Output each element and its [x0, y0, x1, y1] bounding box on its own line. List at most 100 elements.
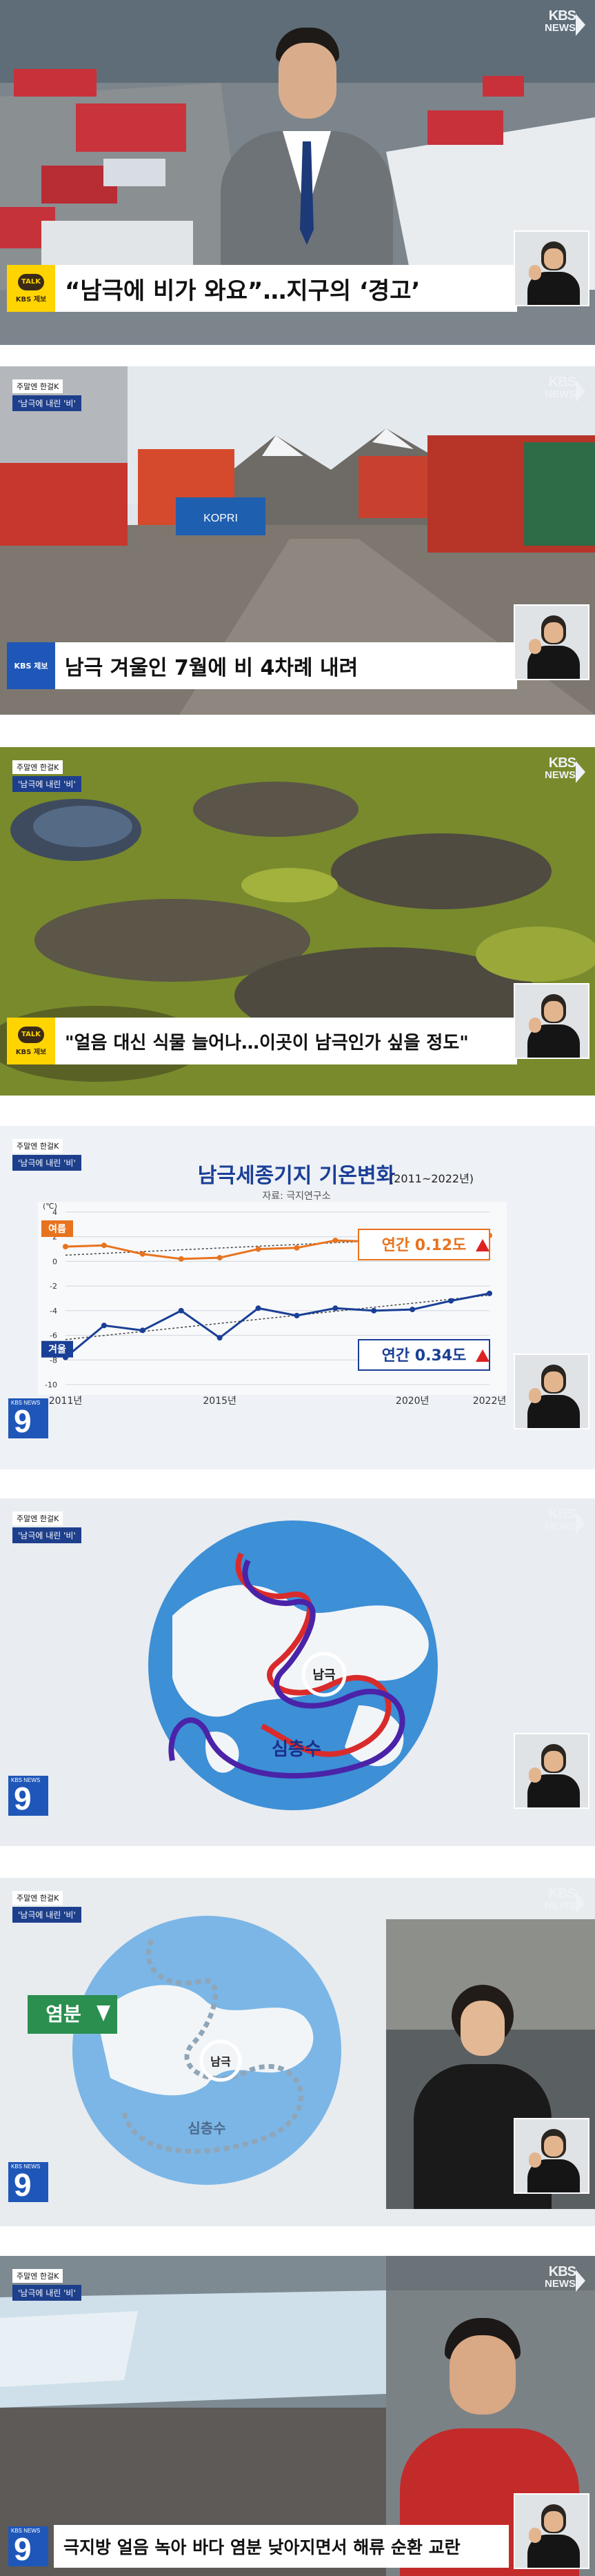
globe-current-diagram: 남극 심층수 — [148, 1520, 438, 1810]
segment-tag: 주말엔 한걸K '남극에 내린 '비' — [12, 379, 81, 411]
data-point — [101, 1322, 107, 1329]
y-tick-label: 2 — [52, 1233, 57, 1242]
chart-source: 자료: 극지연구소 — [262, 1191, 330, 1202]
kbs-news-logo: KBS NEWS — [545, 1886, 585, 1916]
segment-tag: 주말엔 한걸K '남극에 내린 '비' — [12, 1511, 81, 1543]
talk-icon: TALK — [18, 273, 44, 290]
x-tick-label: 2011년 — [49, 1396, 83, 1407]
data-point — [410, 1307, 416, 1313]
trend-annotation-box — [358, 1229, 490, 1260]
sign-language-interpreter — [514, 2118, 589, 2194]
kbs-news-logo: KBS NEWS — [545, 8, 585, 39]
series-label-box — [41, 1220, 73, 1237]
segment-tag: 주말엔 한걸K '남극에 내린 '비' — [12, 1138, 81, 1171]
frame-moss: 주말엔 한걸K '남극에 내린 '비' KBS NEWS TALK KBS 제보 "… — [0, 747, 595, 1096]
kbs-news-logo: KBS NEWS — [545, 1134, 585, 1165]
headline-caption: KBS 제보 남극 겨울인 7월에 비 4차례 내려 — [7, 642, 517, 689]
data-point — [101, 1242, 107, 1249]
headline-caption: TALK KBS 제보 “남극에 비가 와요”…지구의 ‘경고’ — [7, 265, 517, 312]
headline-caption: TALK KBS 제보 "얼음 대신 식물 늘어나…이곳이 남극인가 싶을 정도… — [7, 1018, 517, 1064]
trend-line — [65, 1294, 490, 1340]
data-point — [294, 1313, 300, 1318]
y-tick-label: -10 — [45, 1380, 57, 1389]
kbs-report-badge: KBS 제보 — [7, 642, 55, 689]
trend-annotation-box — [358, 1339, 490, 1371]
y-tick-label: -2 — [50, 1282, 57, 1291]
x-tick-label: 2022년 — [473, 1396, 507, 1407]
data-point — [139, 1251, 145, 1257]
data-point — [448, 1298, 454, 1304]
kopri-label: KOPRI — [203, 513, 238, 524]
chart-title: 남극세종기지 기온변화 — [198, 1164, 396, 1188]
segment-tag: 주말엔 한걸K '남극에 내린 '비' — [12, 760, 81, 792]
frame-ocean-current-globe: 주말엔 한걸K '남극에 내린 '비' KBS NEWS 남극 심층수 KBS NE… — [0, 1498, 595, 1846]
deep-water-label: 심층수 — [272, 1739, 321, 1760]
sign-language-interpreter — [514, 983, 589, 1059]
y-tick-label: 4 — [52, 1208, 57, 1217]
kbs-news-logo: KBS NEWS — [545, 375, 585, 405]
deep-water-label: 심층수 — [188, 2120, 225, 2137]
data-point — [332, 1238, 339, 1244]
frame-station: KOPRI 주말엔 한걸K '남극에 내린 '비' KBS NEWS KBS 제보 … — [0, 366, 595, 715]
temperature-line-chart: 남극세종기지 기온변화(2011~2022년) 자료: 극지연구소 (℃)4 2 0 -2… — [38, 1164, 507, 1407]
kbs-news-logo: KBS NEWS — [545, 2264, 585, 2295]
frame-salinity-split: 주말엔 한걸K '남극에 내린 '비' KBS NEWS 남극 심층수 염분 KBS… — [0, 1878, 595, 2226]
series-line-winter — [65, 1292, 490, 1358]
sign-language-interpreter — [514, 604, 589, 680]
trend-annotation: 연간 0.12도 — [382, 1237, 467, 1254]
y-axis-unit: (℃) — [43, 1202, 57, 1211]
data-point — [178, 1307, 184, 1314]
kakao-report-badge: TALK KBS 제보 — [7, 1018, 55, 1064]
up-arrow-icon — [476, 1239, 490, 1251]
anchor — [200, 28, 407, 310]
surface-current-line — [235, 1552, 392, 1757]
data-point — [332, 1305, 339, 1311]
headline-caption: 극지방 얼음 녹아 바다 염분 낮아지면서 해류 순환 교란 — [54, 2525, 509, 2568]
sign-language-interpreter — [514, 2493, 589, 2569]
frame-anchor: KBS NEWS TALK KBS 제보 “남극에 비가 와요”…지구의 ‘경고’ — [0, 0, 595, 345]
data-point — [216, 1335, 223, 1341]
frame-temperature-chart: 주말엔 한걸K '남극에 내린 '비' KBS NEWS 남극세종기지 기온변화 (2… — [0, 1126, 595, 1469]
kbs-news9-badge: KBS NEWS 9 — [8, 2526, 48, 2566]
kbs-news-logo: KBS NEWS — [545, 1507, 585, 1537]
talk-icon: TALK — [18, 1026, 44, 1043]
frame-glacier-interview: 주말엔 한걸K '남극에 내린 '비' KBS NEWS KBS NEWS 9 극지방… — [0, 2256, 595, 2576]
data-point — [294, 1245, 300, 1251]
down-arrow-icon — [97, 2005, 110, 2021]
antarctica-label: 남극 — [210, 2055, 231, 2068]
data-point — [139, 1327, 145, 1334]
data-point — [63, 1244, 68, 1249]
globe-salinity-diagram: 남극 심층수 염분 — [28, 1916, 341, 2185]
trend-annotation: 연간 0.34도 — [382, 1347, 467, 1365]
data-point — [371, 1307, 377, 1314]
y-tick-label: -4 — [50, 1307, 57, 1316]
y-tick-label: -8 — [50, 1356, 57, 1365]
series-name: 여름 — [48, 1223, 66, 1235]
data-point — [216, 1255, 223, 1261]
deep-current-line — [168, 1559, 405, 1779]
data-point — [178, 1256, 184, 1262]
up-arrow-icon — [476, 1349, 490, 1362]
data-point — [487, 1290, 492, 1296]
kbs-news9-badge: KBS NEWS 9 — [8, 1398, 48, 1438]
x-tick-label: 2020년 — [396, 1396, 430, 1407]
y-tick-label: 0 — [52, 1257, 57, 1266]
segment-tag: 주말엔 한걸K '남극에 내린 '비' — [12, 2268, 81, 2301]
antarctica-label: 남극 — [312, 1668, 335, 1683]
series-label-box — [41, 1340, 73, 1358]
salinity-label: 염분 — [46, 2003, 81, 2025]
kbs-news9-badge: KBS NEWS 9 — [8, 2162, 48, 2202]
sign-language-interpreter — [514, 1354, 589, 1429]
sign-language-interpreter — [514, 1733, 589, 1809]
data-point — [255, 1305, 261, 1311]
kbs-news9-badge: KBS NEWS 9 — [8, 1776, 48, 1816]
segment-tag: 주말엔 한걸K '남극에 내린 '비' — [12, 1890, 81, 1923]
kbs-news-logo: KBS NEWS — [545, 755, 585, 786]
y-tick-label: -6 — [50, 1331, 57, 1340]
chart-subtitle: (2011~2022년) — [390, 1172, 474, 1185]
glacier-scene — [0, 2256, 386, 2576]
series-name: 겨울 — [48, 1344, 66, 1356]
data-point — [255, 1246, 261, 1252]
interviewee-panel — [386, 1919, 595, 2209]
kakao-report-badge: TALK KBS 제보 — [7, 265, 55, 312]
